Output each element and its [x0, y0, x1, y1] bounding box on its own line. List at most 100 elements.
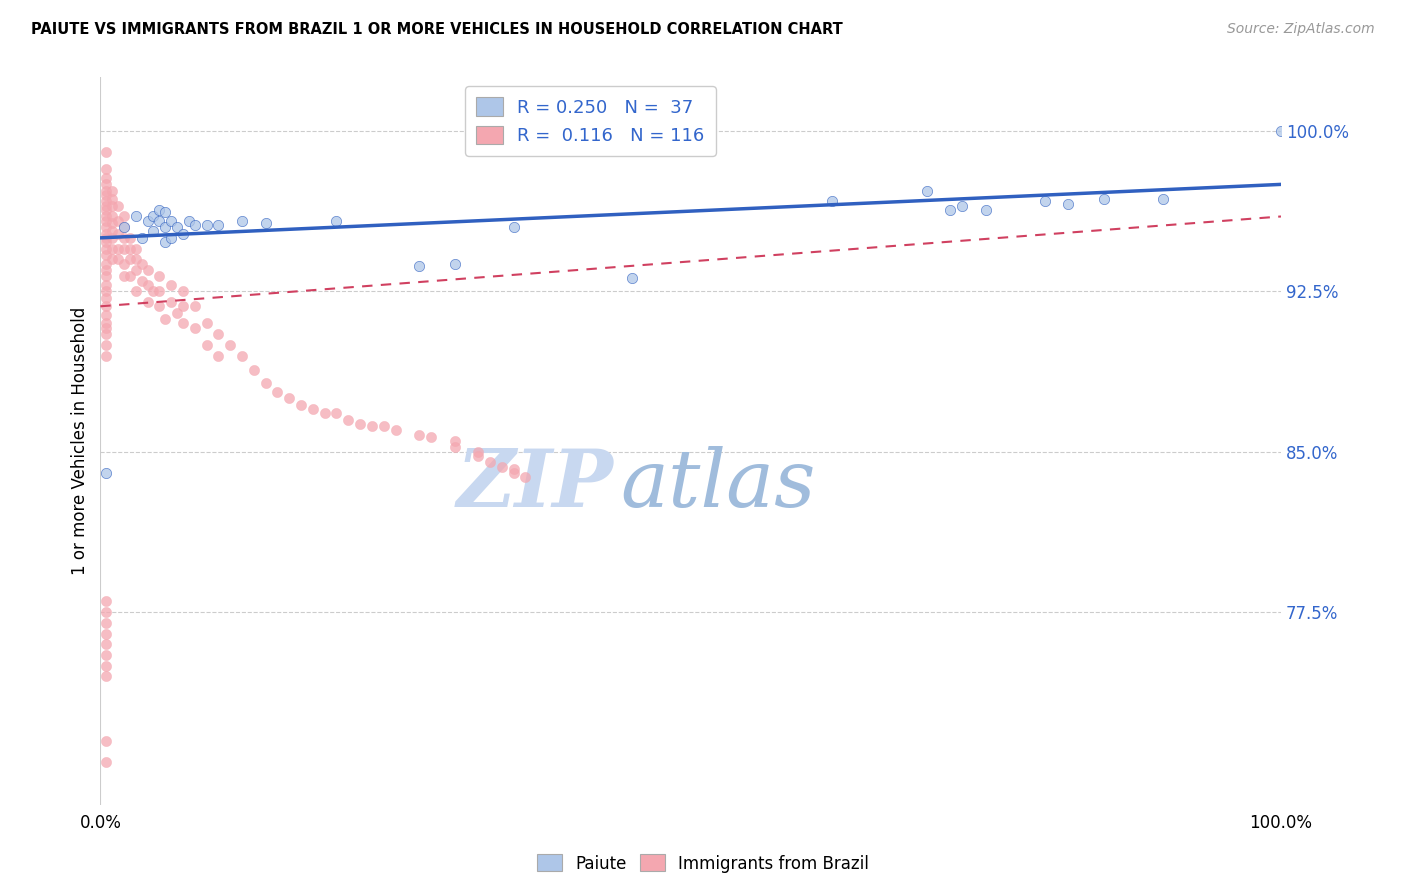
Y-axis label: 1 or more Vehicles in Household: 1 or more Vehicles in Household [72, 307, 89, 575]
Point [125, 263, 148, 277]
Point [96, 317, 118, 331]
Point [96, 184, 118, 198]
Point [155, 205, 177, 219]
Point [101, 231, 124, 245]
Point [254, 376, 277, 391]
Point [155, 220, 177, 235]
Point [96, 269, 118, 284]
Point [314, 406, 336, 420]
Point [96, 308, 118, 322]
Point [131, 256, 153, 270]
Point [118, 242, 141, 256]
Point [195, 317, 218, 331]
Point [96, 256, 118, 270]
Point [96, 277, 118, 292]
Point [101, 216, 124, 230]
Point [408, 427, 430, 442]
Point [207, 218, 229, 232]
Point [96, 669, 118, 683]
Point [184, 320, 207, 334]
Point [96, 637, 118, 651]
Point [112, 220, 135, 235]
Point [107, 199, 129, 213]
Text: atlas: atlas [620, 446, 815, 524]
Point [96, 626, 118, 640]
Point [112, 220, 135, 235]
Point [125, 242, 148, 256]
Point [915, 184, 938, 198]
Point [166, 306, 188, 320]
Point [325, 213, 347, 227]
Legend: Paiute, Immigrants from Brazil: Paiute, Immigrants from Brazil [530, 847, 876, 880]
Point [148, 285, 170, 299]
Point [172, 227, 194, 241]
Point [125, 285, 148, 299]
Point [96, 194, 118, 209]
Point [131, 274, 153, 288]
Point [96, 178, 118, 192]
Point [96, 162, 118, 177]
Point [184, 218, 207, 232]
Text: Source: ZipAtlas.com: Source: ZipAtlas.com [1227, 22, 1375, 37]
Point [142, 224, 165, 238]
Point [443, 434, 465, 448]
Point [502, 462, 524, 476]
Point [172, 299, 194, 313]
Point [96, 145, 118, 160]
Point [184, 299, 207, 313]
Point [478, 455, 501, 469]
Point [160, 231, 183, 245]
Point [155, 312, 177, 326]
Point [125, 210, 148, 224]
Point [107, 252, 129, 267]
Point [278, 392, 301, 406]
Point [107, 213, 129, 227]
Point [96, 285, 118, 299]
Point [96, 248, 118, 262]
Point [118, 231, 141, 245]
Point [408, 259, 430, 273]
Point [96, 615, 118, 630]
Point [112, 242, 135, 256]
Point [96, 199, 118, 213]
Point [939, 202, 962, 217]
Point [515, 470, 537, 484]
Point [101, 184, 124, 198]
Point [96, 605, 118, 619]
Point [96, 755, 118, 769]
Point [195, 218, 218, 232]
Point [96, 733, 118, 747]
Point [112, 256, 135, 270]
Point [384, 423, 406, 437]
Point [96, 227, 118, 241]
Point [231, 349, 253, 363]
Point [136, 263, 159, 277]
Point [155, 235, 177, 249]
Point [136, 213, 159, 227]
Point [207, 349, 229, 363]
Point [112, 231, 135, 245]
Point [107, 242, 129, 256]
Point [337, 412, 360, 426]
Text: ZIP: ZIP [457, 446, 614, 524]
Point [96, 242, 118, 256]
Point [96, 171, 118, 186]
Point [231, 213, 253, 227]
Point [148, 269, 170, 284]
Point [96, 213, 118, 227]
Point [821, 194, 844, 209]
Point [101, 242, 124, 256]
Point [160, 295, 183, 310]
Point [131, 231, 153, 245]
Point [1057, 196, 1080, 211]
Point [1092, 192, 1115, 206]
Point [172, 285, 194, 299]
Point [101, 210, 124, 224]
Point [96, 299, 118, 313]
Text: PAIUTE VS IMMIGRANTS FROM BRAZIL 1 OR MORE VEHICLES IN HOUSEHOLD CORRELATION CHA: PAIUTE VS IMMIGRANTS FROM BRAZIL 1 OR MO… [31, 22, 842, 37]
Point [96, 658, 118, 673]
Point [160, 213, 183, 227]
Point [349, 417, 371, 431]
Point [467, 444, 489, 458]
Point [974, 202, 997, 217]
